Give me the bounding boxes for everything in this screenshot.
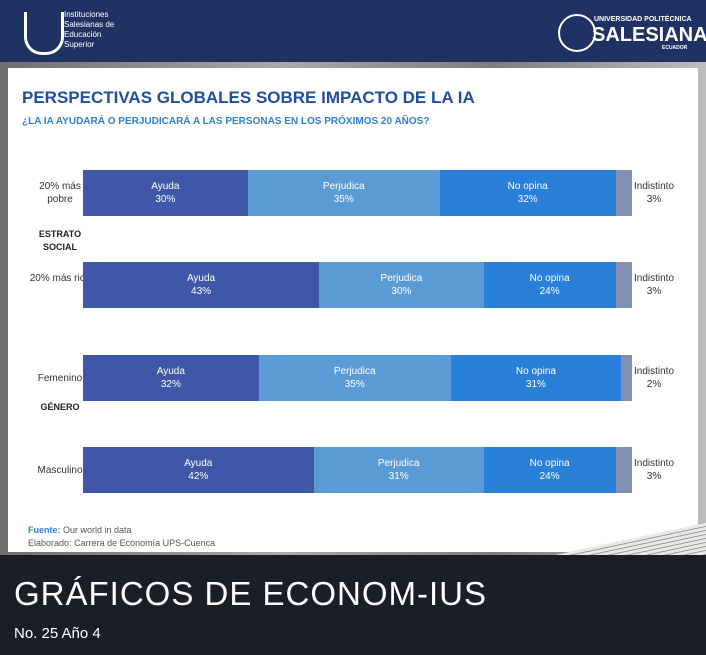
bar-row: Ayuda 42% Perjudica 31% No opina 24% — [83, 447, 632, 493]
segment-name: No opina — [529, 458, 570, 469]
bar-segment: Perjudica 31% — [313, 447, 484, 493]
bar-segment: No opina 24% — [483, 447, 616, 493]
segment-value: 3% — [646, 194, 662, 205]
bar-segment — [615, 447, 632, 493]
category-label: 20% más rico — [29, 273, 91, 284]
bar-segment — [615, 262, 632, 308]
credit-label: Elaborado: — [28, 538, 72, 548]
bar-segment: No opina 31% — [450, 355, 622, 401]
segment-value: 35% — [333, 194, 354, 205]
bar-segment: Ayuda 42% — [83, 447, 314, 493]
segment-name: Ayuda — [186, 273, 216, 284]
segment-name: Perjudica — [377, 458, 420, 469]
credit: Elaborado: Carrera de Economía UPS-Cuenc… — [28, 538, 215, 548]
segment-name: Indistinto — [634, 181, 675, 192]
left-logo-text: Instituciones Salesianas de Educación Su… — [64, 10, 115, 49]
footer-title: GRÁFICOS DE ECONOM-IUS — [14, 575, 488, 612]
chart-subtitle: ¿LA IA AYUDARÁ O PERJUDICARÁ A LAS PERSO… — [22, 116, 430, 127]
plot: 20% más pobre Ayuda 30% Perjudica 35% No opin… — [8, 68, 698, 552]
segment-name: Indistinto — [634, 458, 675, 469]
segment-name: Ayuda — [151, 181, 180, 192]
right-logo-bottom: ECUADOR — [662, 45, 688, 51]
right-logo-main: SALESIANA — [592, 24, 706, 46]
segment-name: Indistinto — [634, 366, 675, 377]
segment-name: Indistinto — [634, 273, 675, 284]
segment-value: 2% — [646, 379, 662, 390]
bar-segment — [615, 170, 632, 216]
outside-label: Indistinto 3% — [634, 272, 674, 298]
segment-value: 31% — [525, 379, 546, 390]
segment-value: 35% — [344, 379, 365, 390]
bar-row: Ayuda 30% Perjudica 35% No opina 32% — [83, 170, 632, 216]
logo-icon — [24, 12, 64, 55]
bar-segment: No opina 32% — [439, 170, 616, 216]
chart-title: PERSPECTIVAS GLOBALES SOBRE IMPACTO DE L… — [22, 88, 475, 107]
bar-segment: Perjudica 35% — [247, 170, 440, 216]
header: Instituciones Salesianas de Educación Su… — [0, 0, 706, 62]
segment-name: Ayuda — [156, 366, 185, 377]
footer: GRÁFICOS DE ECONOM-IUS No. 25 Año 4 — [0, 555, 706, 655]
segment-value: 30% — [155, 194, 176, 205]
segment-value: 43% — [191, 286, 212, 297]
segment-name: No opina — [515, 366, 556, 377]
logo-seal — [558, 14, 596, 52]
segment-value: 3% — [646, 471, 662, 482]
segment-value: 42% — [188, 471, 209, 482]
segment-value: 24% — [539, 286, 560, 297]
segment-name: Perjudica — [333, 366, 376, 377]
category-label: Femenino — [37, 373, 83, 384]
group-label: ESTRATO SOCIAL — [38, 229, 82, 252]
credit-text: Carrera de Economía UPS-Cuenca — [74, 538, 216, 548]
segment-name: No opina — [507, 181, 548, 192]
right-logo-top: UNIVERSIDAD POLITÉCNICA — [594, 16, 692, 23]
bar-segment: Ayuda 43% — [83, 262, 320, 308]
segment-name: No opina — [529, 273, 570, 284]
source-label: Fuente: — [28, 525, 61, 535]
segment-value: 31% — [388, 471, 409, 482]
category-label: 20% más pobre — [39, 181, 81, 205]
footer-issue: No. 25 Año 4 — [14, 625, 101, 642]
segment-value: 32% — [517, 194, 538, 205]
bar-row: Ayuda 43% Perjudica 30% No opina 24% — [83, 262, 632, 308]
bar-segment: Ayuda 30% — [83, 170, 248, 216]
category-label: Masculino — [37, 465, 83, 476]
source: Fuente: Our world in data — [28, 525, 132, 535]
outside-label: Indistinto 2% — [634, 365, 674, 391]
source-text: Our world in data — [63, 525, 132, 535]
bar-segment: Perjudica 35% — [258, 355, 451, 401]
chart-card: PERSPECTIVAS GLOBALES SOBRE IMPACTO DE L… — [8, 68, 698, 552]
segment-value: 24% — [539, 471, 560, 482]
segment-value: 3% — [646, 286, 662, 297]
segment-name: Ayuda — [184, 458, 213, 469]
bar-segment: Ayuda 32% — [83, 355, 259, 401]
group-label: GÉNERO — [40, 402, 80, 412]
segment-name: Perjudica — [322, 181, 365, 192]
segment-value: 32% — [160, 379, 181, 390]
bar-segment: Perjudica 30% — [319, 262, 484, 308]
bar-segment — [621, 355, 632, 401]
segment-value: 30% — [391, 286, 412, 297]
segment-name: Perjudica — [380, 273, 423, 284]
outside-label: Indistinto 3% — [634, 457, 674, 483]
bar-segment: No opina 24% — [483, 262, 616, 308]
outside-label: Indistinto 3% — [634, 180, 674, 206]
bar-row: Ayuda 32% Perjudica 35% No opina 31% — [83, 355, 632, 401]
